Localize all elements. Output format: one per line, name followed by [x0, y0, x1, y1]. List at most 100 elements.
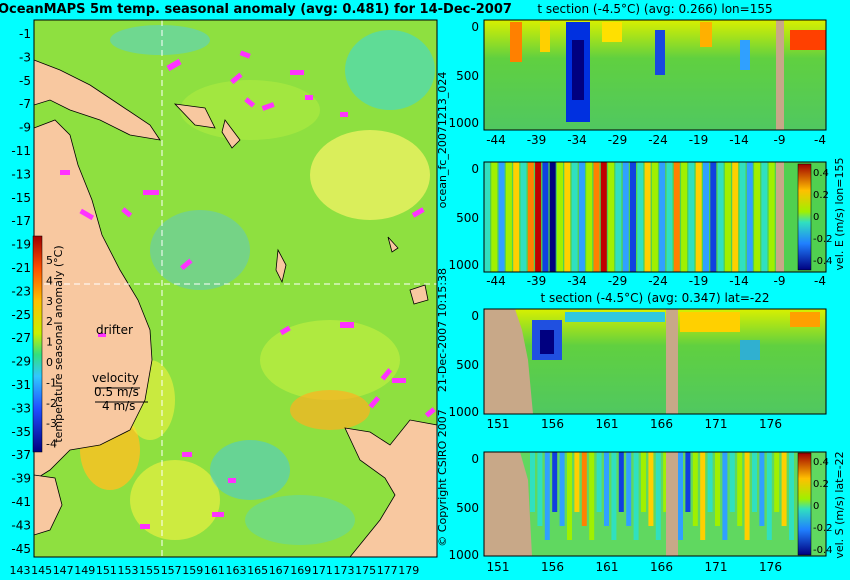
map-y-tick-label: -43 [11, 518, 31, 532]
panel-3-y-tick-label: 0 [471, 309, 479, 323]
velocity-legend-value-1: 0.5 m/s [94, 385, 139, 399]
map-x-tick-label: 171 [312, 564, 333, 577]
map-colorbar-tick-label: 1 [46, 336, 53, 349]
panel-4-stripe [604, 452, 609, 526]
panel-2-stripe [659, 162, 666, 272]
map-x-tick-label: 157 [161, 564, 182, 577]
panel-2-stripe [717, 162, 724, 272]
panel-4-stripe [648, 452, 654, 526]
panel-4-stripe [663, 452, 669, 512]
drifter-markers [60, 50, 436, 529]
panel-4-stripe [766, 452, 772, 540]
panel-2-stripe [681, 162, 688, 272]
panel-4-stripe [774, 452, 780, 512]
map-colorbar-tick-label: -2 [46, 397, 57, 410]
panel-3-land [484, 309, 533, 414]
panel-2-stripe [542, 162, 549, 272]
panel-3-x-tick-label: 166 [650, 417, 673, 431]
panel-4-colorbar-tick-label: 0 [813, 501, 819, 512]
panel-4-stripe [655, 452, 661, 540]
map-y-tick-label: -1 [19, 27, 31, 41]
panel-4-stripe [574, 452, 580, 512]
panel-4-stripe [729, 452, 735, 512]
map-y-tick-label: -9 [19, 121, 31, 135]
map-y-tick-label: -17 [11, 214, 31, 228]
panel-2-x-tick-label: -9 [774, 274, 786, 288]
drifter-legend-label: drifter [96, 323, 133, 337]
panel-4-colorbar-label: vel. S (m/s) lat=-22 [833, 451, 846, 558]
map-y-tick-label: -45 [11, 542, 31, 556]
map-x-tick-label: 145 [31, 564, 52, 577]
panel-4-stripe [692, 452, 698, 526]
panel-4-colorbar [797, 452, 812, 556]
panel-4-x-tick-label: 166 [650, 560, 673, 574]
panel-2-colorbar-tick-label: 0.4 [813, 168, 829, 179]
panel-4-stripe [759, 452, 765, 526]
panel-4-land-ridge [666, 452, 678, 556]
panel-2-land [776, 162, 784, 272]
map-colorbar-tick-label: 4 [46, 274, 53, 287]
map-y-tick-label: -19 [11, 238, 31, 252]
map-x-tick-label: 155 [139, 564, 160, 577]
panel-4-frame [483, 451, 827, 557]
map-y-tick-label: -11 [11, 144, 31, 158]
panel-3-x-tick-label: 171 [705, 417, 728, 431]
map-x-tick-label: 161 [204, 564, 225, 577]
panel-1-x-tick-label: -39 [527, 133, 547, 147]
timestamp-label: 21-Dec-2007 10:15:38 [436, 268, 449, 392]
map-y-tick-label: -3 [19, 50, 31, 64]
panel-1-x-tick-label: -44 [486, 133, 506, 147]
panel-3-x-tick-label: 176 [759, 417, 782, 431]
panel-3-land-ridge [666, 309, 678, 414]
panel-2-x-tick-label: -44 [486, 274, 506, 288]
panel-4-y-tick-label: 500 [456, 501, 479, 515]
panel-3-frame [483, 308, 827, 415]
panel-4-colorbar-tick-label: -0.2 [813, 523, 833, 534]
panel-2-stripe [703, 162, 709, 272]
panel-2-stripe [527, 162, 534, 272]
map-y-tick-label: -15 [11, 191, 31, 205]
map-x-tick-label: 167 [269, 564, 290, 577]
panel-2-colorbar-tick-label: 0.2 [813, 190, 829, 201]
map-y-tick-label: -21 [11, 261, 31, 275]
panel-2-stripe [746, 162, 753, 272]
map-colorbar-tick-label: -1 [46, 376, 57, 389]
velocity-legend-value-2: 4 m/s [102, 399, 135, 413]
panel-2-stripe [600, 162, 607, 272]
panel-4-stripe [715, 452, 720, 526]
panel-2-colorbar-tick-label: -0.2 [813, 234, 833, 245]
map-x-tick-label: 153 [118, 564, 139, 577]
map-x-tick-label: 175 [355, 564, 376, 577]
panel-1-y-tick-label: 500 [456, 69, 479, 83]
map-y-tick-label: -37 [11, 448, 31, 462]
panel-4-stripe [789, 452, 794, 540]
panel-3-x-tick-label: 151 [487, 417, 510, 431]
map-y-tick-label: -25 [11, 308, 31, 322]
panel-4-x-tick-label: 176 [759, 560, 782, 574]
map-y-tick-label: -33 [11, 401, 31, 415]
map-colorbar-tick-label: 2 [46, 315, 53, 328]
panel-2-colorbar-tick-label: 0 [813, 212, 819, 223]
panel-2-stripe [549, 162, 556, 272]
panel-4-stripe [544, 452, 550, 540]
panel-4-x-tick-label: 161 [596, 560, 619, 574]
panel-2-stripe [644, 162, 651, 272]
panel-4-stripe [641, 452, 646, 512]
map-y-tick-label: -29 [11, 355, 31, 369]
copyright-label: © Copyright CSIRO 2007 [436, 409, 449, 546]
panel-1-frame [483, 19, 827, 131]
panel-2-colorbar-label: vel. E (m/s) lon=155 [833, 158, 846, 271]
panel-4-x-tick-label: 151 [487, 560, 510, 574]
panel-2-x-tick-label: -14 [729, 274, 749, 288]
panel-1-x-tick-label: -19 [689, 133, 709, 147]
panel-2-stripe [710, 162, 717, 272]
map-x-tick-label: 143 [10, 564, 31, 577]
panel-2-x-tick-label: -39 [527, 274, 547, 288]
panel-2-y-tick-label: 0 [471, 162, 479, 176]
panel-4-stripe [737, 452, 743, 526]
panel-2-stripe [651, 162, 658, 272]
panel-1-x-tick-label: -4 [814, 133, 826, 147]
panel-2-stripe [505, 162, 512, 272]
panel-2-stripe [768, 162, 775, 272]
